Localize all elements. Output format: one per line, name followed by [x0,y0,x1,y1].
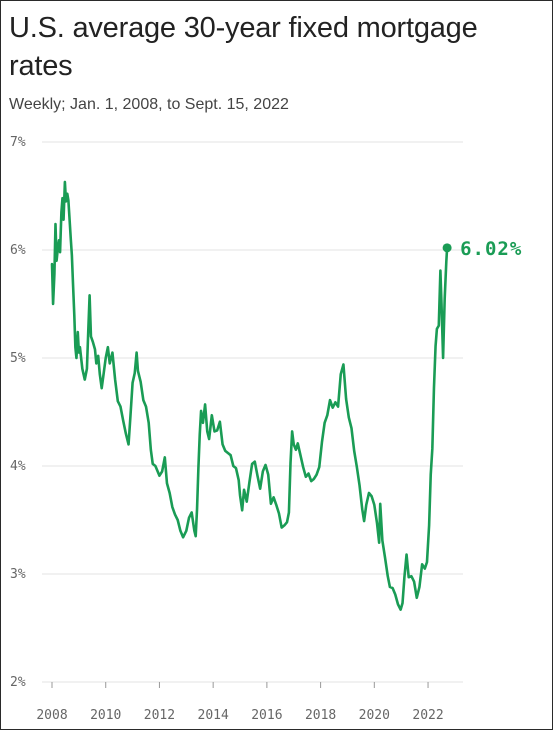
grid-lines [42,141,463,683]
plot-area: 6.02% [50,180,522,611]
end-point-marker [442,243,452,253]
y-tick-label: 3% [10,567,26,582]
x-tick-label: 2008 [36,708,67,723]
y-tick-label: 7% [10,135,26,150]
chart-subtitle: Weekly; Jan. 1, 2008, to Sept. 15, 2022 [9,96,289,113]
x-tick-label: 2020 [359,708,390,723]
x-tick-label: 2022 [412,708,443,723]
x-tick-label: 2018 [305,708,336,723]
x-tick-label: 2010 [90,708,121,723]
series-line [50,180,449,611]
y-tick-label: 4% [10,459,26,474]
chart-title: U.S. average 30-year fixed mortgage rate… [9,12,478,82]
x-tick-label: 2016 [251,708,282,723]
y-tick-label: 6% [10,243,26,258]
x-axis: 2008 2010 2012 2014 2016 2018 2020 2022 [36,682,444,723]
x-tick-label: 2012 [144,708,175,723]
y-tick-label: 2% [10,675,26,690]
x-tick-label: 2014 [198,708,229,723]
y-tick-label: 5% [10,351,26,366]
y-axis: 7% 6% 5% 4% 3% 2% [10,135,26,690]
end-value-label: 6.02% [460,238,522,260]
